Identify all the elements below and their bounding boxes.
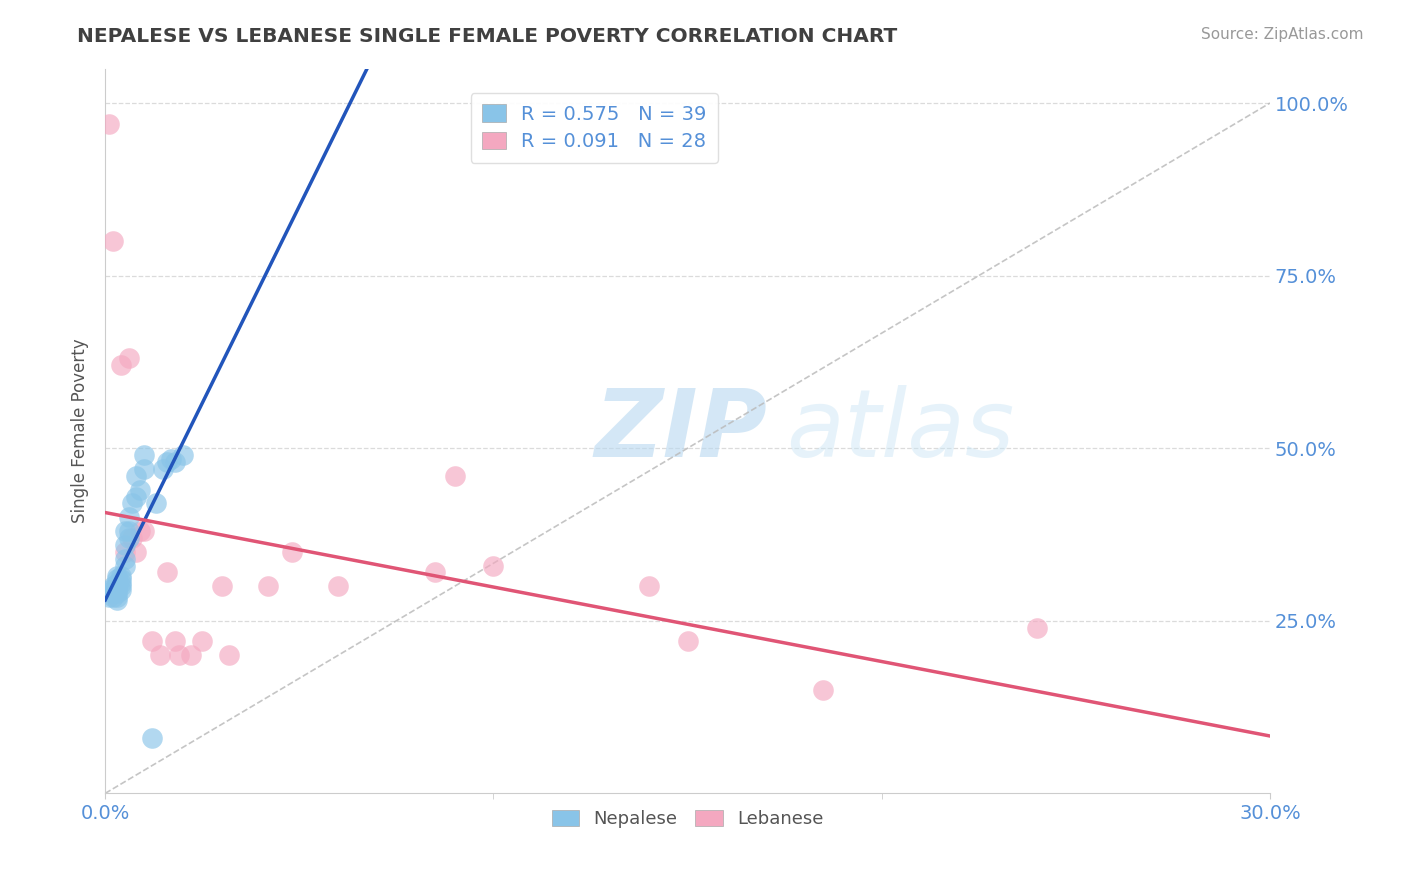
Point <box>156 566 179 580</box>
Text: atlas: atlas <box>786 385 1015 476</box>
Point <box>156 455 179 469</box>
Text: NEPALESE VS LEBANESE SINGLE FEMALE POVERTY CORRELATION CHART: NEPALESE VS LEBANESE SINGLE FEMALE POVER… <box>77 27 897 45</box>
Point <box>148 648 170 663</box>
Point <box>114 558 136 573</box>
Point <box>101 582 124 597</box>
Point <box>172 448 194 462</box>
Point <box>191 634 214 648</box>
Point <box>167 648 190 663</box>
Point <box>129 524 152 538</box>
Point <box>443 468 465 483</box>
Point <box>132 462 155 476</box>
Point <box>114 551 136 566</box>
Point <box>98 582 121 597</box>
Point <box>218 648 240 663</box>
Point <box>105 593 128 607</box>
Point <box>105 572 128 586</box>
Point <box>160 451 183 466</box>
Point <box>105 579 128 593</box>
Point <box>165 455 187 469</box>
Point <box>676 634 699 648</box>
Point <box>132 524 155 538</box>
Point <box>132 448 155 462</box>
Point <box>145 496 167 510</box>
Point <box>105 575 128 590</box>
Point <box>1026 621 1049 635</box>
Point <box>328 579 350 593</box>
Point <box>105 582 128 597</box>
Point <box>110 582 132 597</box>
Point <box>141 634 163 648</box>
Point <box>110 572 132 586</box>
Point <box>114 538 136 552</box>
Point <box>121 531 143 545</box>
Point <box>482 558 505 573</box>
Point <box>280 545 302 559</box>
Point <box>110 579 132 593</box>
Y-axis label: Single Female Poverty: Single Female Poverty <box>72 339 89 524</box>
Point <box>110 575 132 590</box>
Point <box>637 579 659 593</box>
Point <box>165 634 187 648</box>
Point <box>105 586 128 600</box>
Text: Source: ZipAtlas.com: Source: ZipAtlas.com <box>1201 27 1364 42</box>
Point <box>117 524 139 538</box>
Point <box>98 590 121 604</box>
Point <box>110 569 132 583</box>
Point <box>125 545 148 559</box>
Text: ZIP: ZIP <box>595 385 768 477</box>
Point <box>141 731 163 745</box>
Point <box>257 579 280 593</box>
Point <box>152 462 174 476</box>
Point <box>180 648 202 663</box>
Point <box>114 524 136 538</box>
Point <box>101 586 124 600</box>
Point <box>813 682 835 697</box>
Point <box>105 590 128 604</box>
Point <box>125 468 148 483</box>
Point <box>110 359 132 373</box>
Point <box>105 569 128 583</box>
Point <box>129 483 152 497</box>
Point <box>101 579 124 593</box>
Point <box>117 351 139 366</box>
Point <box>114 545 136 559</box>
Point <box>211 579 233 593</box>
Point <box>117 531 139 545</box>
Legend: Nepalese, Lebanese: Nepalese, Lebanese <box>544 802 831 835</box>
Point <box>101 234 124 248</box>
Point <box>101 590 124 604</box>
Point <box>98 117 121 131</box>
Point <box>121 496 143 510</box>
Point <box>117 510 139 524</box>
Point <box>425 566 447 580</box>
Point <box>125 490 148 504</box>
